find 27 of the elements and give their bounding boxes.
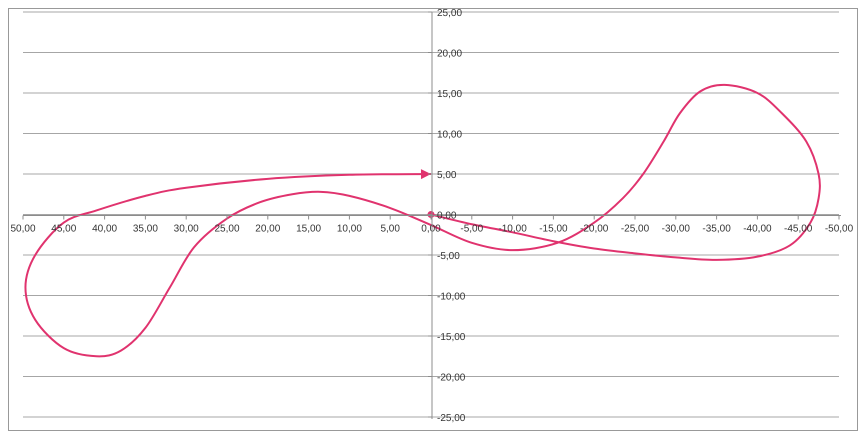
y-tick-label: 15,00 <box>437 89 462 100</box>
x-tick-label: 35,00 <box>132 224 158 234</box>
x-tick-label: -40,00 <box>743 224 772 234</box>
x-tick-label: 10,00 <box>336 224 362 234</box>
x-tick-label: 25,00 <box>214 224 240 234</box>
y-tick-label: 20,00 <box>437 48 462 60</box>
x-tick-label: 50,00 <box>10 224 36 234</box>
y-tick-label: -5,00 <box>437 251 460 262</box>
x-tick-label: -25,00 <box>620 224 650 234</box>
x-tick-label: -10,00 <box>498 224 528 234</box>
x-tick-label: 5,00 <box>380 224 400 234</box>
x-tick-label: 20,00 <box>255 224 281 234</box>
x-tick-label: -30,00 <box>662 224 690 234</box>
x-tick-label: -50,00 <box>824 224 854 234</box>
x-tick-label: 15,00 <box>296 224 322 234</box>
x-tick-label: -35,00 <box>702 224 732 234</box>
y-tick-label: 5,00 <box>437 170 457 181</box>
y-tick-label: -10,00 <box>437 292 466 302</box>
x-tick-label: -15,00 <box>539 224 568 234</box>
x-tick-label: -5,00 <box>460 224 484 234</box>
y-tick-label: -20,00 <box>437 372 466 384</box>
y-tick-label: 25,00 <box>437 8 462 19</box>
x-tick-label: 30,00 <box>174 224 200 234</box>
y-tick-label: 10,00 <box>437 130 462 140</box>
x-tick-label: 40,00 <box>92 224 118 234</box>
y-tick-label: -15,00 <box>437 332 466 343</box>
y-tick-label: -25,00 <box>437 413 466 424</box>
